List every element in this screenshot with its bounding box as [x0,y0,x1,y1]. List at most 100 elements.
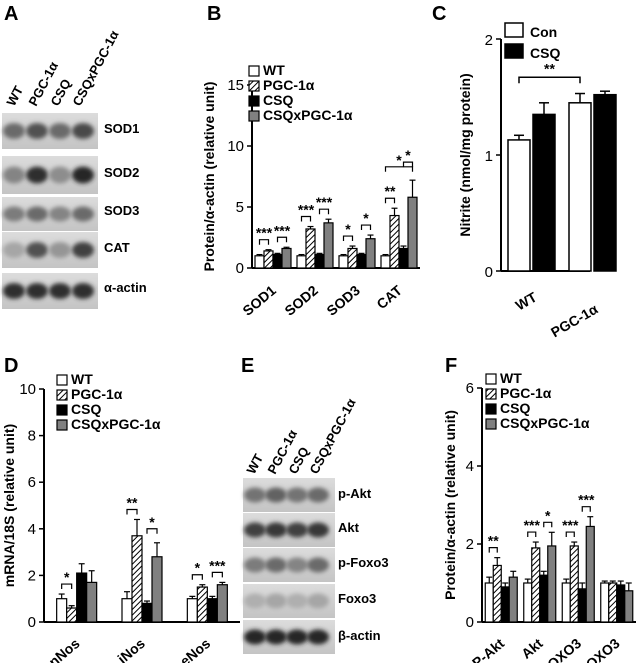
blot-e-lane-label: CSQxPGC-1α [306,396,358,476]
legend-label: CSQxPGC-1α [71,416,161,432]
y-tick-label: 2 [28,567,36,584]
legend-swatch [504,22,524,38]
significance-bracket [276,236,288,243]
significance-bracket [518,76,581,84]
western-blot-a: WT PGC-1α CSQ CSQxPGC-1α SOD1 SOD2 SOD3 … [2,28,147,309]
blot-e-band-label: β-actin [338,628,381,643]
category-label: iNos [114,635,148,663]
bar [151,556,163,623]
bar [500,586,510,623]
legend-swatch [56,419,68,431]
y-tick-label: 0 [28,614,36,631]
bar [577,588,587,623]
blot-a-band-label: SOD1 [104,121,139,136]
significance-label: * [149,514,155,530]
blot-band [286,593,308,609]
blot-band [49,166,71,184]
significance-label: *** [256,225,273,241]
blot-band [286,629,308,645]
bar [508,576,518,623]
category-label: eNos [177,635,214,663]
y-tick-label: 6 [466,380,474,397]
y-tick-label: 6 [28,474,36,491]
bar [561,582,571,623]
significance-bracket [191,574,203,580]
y-tick-label: 0 [466,614,474,631]
bar [196,586,208,623]
significance-label: * [195,560,201,576]
significance-bracket [126,508,138,515]
blot-band [49,242,71,258]
blot-band [286,522,308,538]
significance-label: ** [127,494,138,510]
bar [600,582,610,623]
bar [593,93,617,272]
bar [206,598,218,623]
significance-bracket [360,224,372,231]
bar [121,598,133,623]
blot-a-strips [2,113,98,309]
bar [407,196,418,269]
bar [365,238,376,269]
bar [507,139,531,272]
bar [281,247,292,269]
bar [347,247,358,269]
blot-band [265,522,287,538]
bar [305,228,316,269]
bar [624,590,634,623]
blot-a-band-label: SOD3 [104,203,139,218]
blot-band [72,242,94,258]
legend-label: CSQ [71,401,101,417]
blot-e-band-label: Akt [338,520,360,535]
bar [569,545,579,623]
blot-band [307,557,329,573]
significance-label: * [396,152,402,168]
legend-label: Con [530,24,557,40]
y-axis-label: Protein/α-actin (relative unit) [442,410,458,600]
category-label: Akt [518,635,546,662]
y-axis-label: Nitrite (nmol/mg protein) [457,73,473,236]
legend-swatch [504,43,524,59]
legend-label: PGC-1α [500,385,552,401]
panel-label-f: F [445,355,457,377]
significance-label: *** [562,517,579,533]
blot-band [49,206,71,222]
blot-band [26,206,48,222]
blot-band [307,522,329,538]
blot-a-lane-label: CSQxPGC-1α [69,28,121,108]
significance-bracket [342,235,354,242]
bar [484,582,494,623]
category-label: nNos [45,635,82,663]
y-tick-label: 4 [466,458,474,475]
bar [131,535,143,623]
blot-band [265,557,287,573]
y-tick-label: 0 [485,264,493,281]
chart-d: 0 2 4 6 8 10 mRNA/18S (relative unit) nNos iNos e… [1,371,240,663]
significance-label: *** [274,222,291,238]
legend-swatch [248,80,260,92]
blot-band [72,283,94,299]
chart-c: 0 1 2 Nitrite (nmol/mg protein) WT PGC-1α Con C… [457,22,617,340]
bar [547,545,557,623]
blot-band [26,242,48,258]
significance-bracket [543,521,553,528]
panel-label-a: A [4,3,18,25]
category-label: FOXO3 [576,635,623,663]
blot-e-band-label: p-Foxo3 [338,555,389,570]
significance-bracket [384,197,396,204]
blot-band [3,206,25,222]
blot-band [244,557,266,573]
significance-bracket [318,208,330,215]
bar [296,255,307,269]
western-blot-e: WT PGC-1α CSQ CSQxPGC-1α p-Akt Akt p-Fox… [243,396,389,654]
blot-band [26,283,48,299]
bar [314,253,325,269]
y-tick-label: 4 [28,521,36,538]
legend-swatch [485,373,497,385]
y-axis-label: Protein/α-actin (relative unit) [201,82,217,272]
blot-band [265,629,287,645]
blot-band [244,522,266,538]
bar [254,255,265,269]
legend-swatch [248,65,260,77]
